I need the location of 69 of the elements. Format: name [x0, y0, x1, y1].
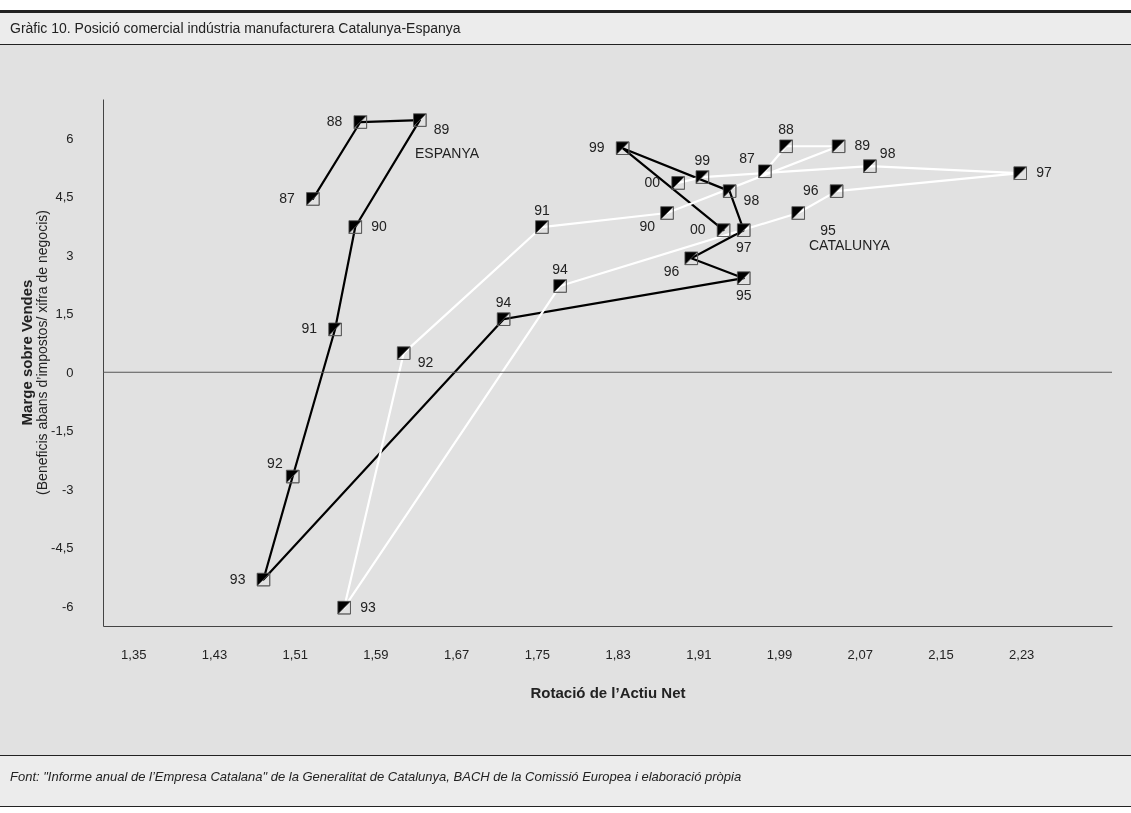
annotation: 87 [279, 189, 296, 206]
x-tick-label: 1,59 [363, 646, 389, 662]
text: Font: "Informe anual de l’Empresa Catalana" de la Generalitat de Catalunya, BACH de la Comissió Europea i elaboració pròpia [0, 755, 1131, 807]
chart-title: Gràfic 10. Posició comercial indústria manufacturera Catalunya-Espanya [0, 10, 1131, 45]
x-tick-label: 1,67 [443, 646, 470, 662]
point [306, 192, 320, 206]
y-tick-label: -4,5 [51, 540, 74, 556]
annotation: 97 [1036, 164, 1052, 181]
point [413, 113, 427, 127]
annotation: 90 [639, 217, 656, 234]
annotation: 91 [301, 320, 318, 337]
annotation: 95 [735, 287, 752, 304]
annotation: 98 [743, 192, 760, 209]
x-tick-label: 1,91 [686, 646, 712, 662]
annotation: 88 [778, 121, 795, 138]
annotation: 90 [371, 218, 388, 235]
annotation: 97 [735, 239, 752, 256]
annotation: 96 [802, 182, 819, 199]
series-label: ESPANYA [415, 145, 480, 161]
point [328, 322, 342, 337]
x-tick-label: 1,43 [201, 646, 228, 662]
x-tick-label: 1,51 [282, 646, 308, 662]
annotation: 92 [267, 455, 283, 472]
annotation: 99 [694, 152, 711, 169]
y-tick-label: 0 [66, 364, 74, 380]
annotation: 00 [644, 173, 661, 190]
x-tick-label: 1,83 [605, 646, 631, 662]
y-tick-label: -6 [61, 598, 74, 614]
annotation: 94 [552, 260, 569, 277]
annotation: 93 [360, 598, 376, 615]
point [722, 184, 737, 198]
x-axis-title: Rotació de l’Actiu Net [530, 683, 686, 701]
point [285, 469, 300, 484]
x-tick-label: 1,75 [524, 646, 551, 662]
y-tick-label: -1,5 [51, 423, 74, 439]
annotation: 92 [417, 354, 434, 371]
x-tick-label: 2,23 [1009, 646, 1035, 662]
annotation: 93 [229, 570, 246, 587]
point [496, 312, 511, 326]
x-tick-label: 1,99 [766, 646, 793, 662]
annotation: 96 [663, 263, 680, 280]
point [615, 141, 630, 155]
y-tick-label: -3 [61, 481, 74, 497]
annotation: 95 [820, 221, 836, 238]
annotation: 00 [689, 221, 706, 238]
annotation: 99 [589, 139, 605, 156]
annotation: 89 [433, 121, 450, 138]
point [716, 223, 731, 237]
x-tick-label: 1,35 [121, 646, 147, 662]
point [684, 251, 698, 265]
x-tick-label: 2,15 [928, 646, 954, 662]
point [348, 220, 362, 234]
annotation: 98 [879, 145, 896, 162]
series-label: CATALUNYA [809, 237, 891, 253]
y-tick-label: 1,5 [55, 306, 74, 322]
point [736, 271, 751, 285]
y-tick-label: 4,5 [55, 189, 74, 205]
annotation: 88 [326, 113, 343, 130]
annotation: 91 [534, 202, 550, 219]
y-axis-title: Marge sobre Vendes (Beneficis abans d’impostos/ xifra de negocis) [18, 210, 50, 495]
annotation: 89 [854, 137, 871, 154]
y-tick-label: 6 [66, 130, 74, 146]
point [256, 572, 271, 587]
point [736, 223, 751, 237]
annotation: 87 [739, 150, 756, 167]
x-tick-label: 2,07 [847, 646, 873, 662]
point [353, 115, 368, 129]
y-tick-label: 3 [66, 247, 74, 263]
annotation: 94 [495, 294, 512, 311]
